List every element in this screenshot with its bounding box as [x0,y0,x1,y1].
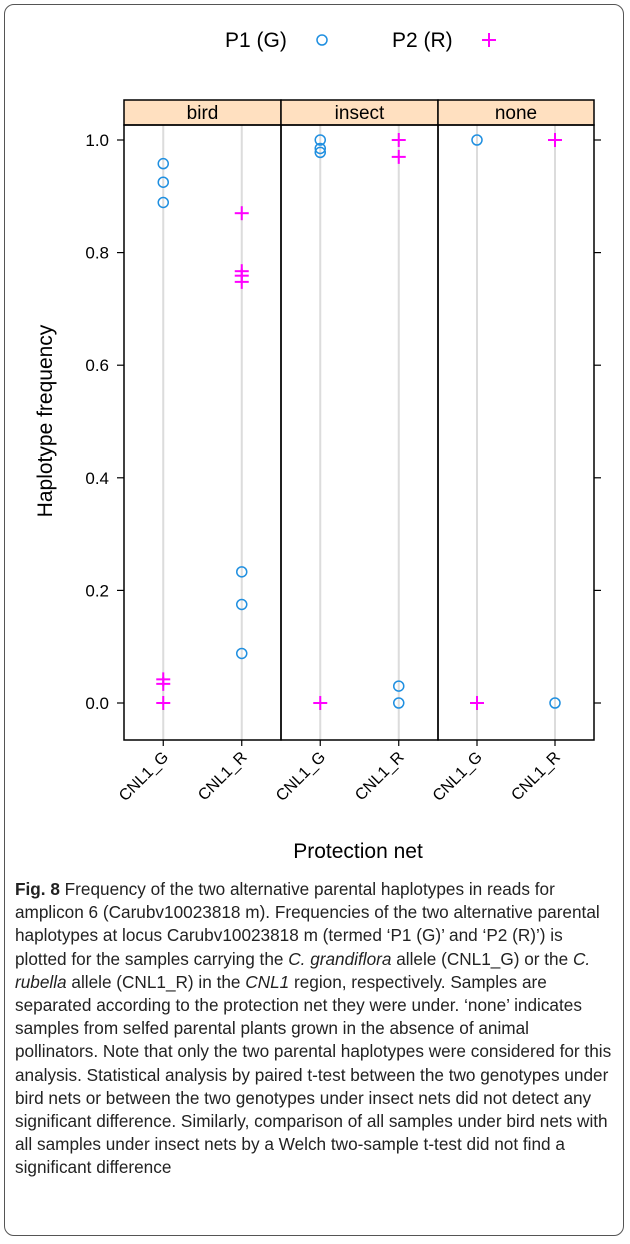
x-axis: CNL1_G CNL1_R CNL1_G CNL1_R CNL1_G CNL1_… [116,749,564,805]
y-tick-label: 1.0 [85,131,109,150]
data-point-p1 [393,680,405,692]
strip-label-insect: insect [335,103,385,124]
x-tick-label: CNL1_R [352,749,407,804]
legend-label-p1: P1 (G) [225,29,287,52]
caption-text: Frequency of the two alternative parenta… [15,879,600,969]
data-point-p1 [314,146,326,159]
panel-none: none [437,99,595,746]
caption-species-grandiflora: C. grandiflora [288,948,392,969]
figure-label: Fig. 8 [15,879,60,899]
x-axis-title: Protection net [293,840,423,863]
data-point-p2 [391,149,406,164]
data-point-p2 [156,696,171,710]
x-tick-label: CNL1_R [195,749,250,804]
data-point-p1 [236,647,248,660]
panel-insect: insect [280,99,439,746]
x-tick-label: CNL1_G [430,749,486,805]
panel-border [123,124,282,741]
y-axis: 0.0 0.2 0.4 0.6 0.8 1.0 [85,131,601,713]
strip-label-bird: bird [187,103,219,124]
data-point-p1 [314,142,326,155]
caption-gene-cnl1: CNL1 [245,971,290,992]
y-tick-label: 0.0 [85,694,109,713]
panels: bird insect none [123,99,595,746]
data-point-p1 [157,196,169,209]
data-point-p2 [234,206,249,221]
panel-border [280,124,439,741]
data-points [156,133,562,710]
data-point-p1 [157,157,169,170]
x-tick-label: CNL1_R [508,749,563,804]
panel-border [437,124,595,741]
strip-label-none: none [495,103,537,124]
figure-frame [4,4,624,1236]
legend-marker-p2 [482,33,496,47]
caption-species-rubella: C. rubella [15,948,591,992]
figure-caption: Fig. 8 Frequency of the two alternative … [15,878,615,1180]
gridlines [162,125,556,740]
caption-text: allele (CNL1_R) in the [66,971,246,992]
data-point-p1 [314,134,326,146]
scatter-chart: P1 (G) P2 (R) bird insect none 0.0 0.2 0… [34,29,601,863]
legend-marker-p1 [316,34,328,46]
data-point-p2 [313,696,328,710]
y-tick-label: 0.4 [85,469,109,488]
y-tick-label: 0.8 [85,244,109,263]
y-axis-title: Haplotype frequency [34,324,57,517]
legend-label-p2: P2 (R) [392,29,453,52]
x-tick-label: CNL1_G [273,749,329,805]
panel-bird: bird [123,99,282,746]
legend: P1 (G) P2 (R) [225,29,496,52]
data-point-p2 [234,274,249,289]
caption-text: region, respectively. Samples are separa… [15,971,612,1178]
data-point-p2 [156,676,171,691]
data-point-p2 [548,133,562,147]
data-point-p1 [157,176,169,188]
data-point-p1 [549,697,561,709]
strip-insect [280,99,439,126]
y-tick-label: 0.2 [85,581,109,600]
data-point-p1 [236,598,248,611]
data-point-p2 [391,133,406,147]
caption-text: allele (CNL1_G) or the [391,948,573,969]
data-point-p1 [471,134,483,146]
data-point-p2 [470,696,484,710]
y-tick-label: 0.6 [85,356,109,375]
data-point-p1 [236,566,248,578]
data-point-p1 [393,697,405,709]
x-tick-label: CNL1_G [116,749,172,805]
